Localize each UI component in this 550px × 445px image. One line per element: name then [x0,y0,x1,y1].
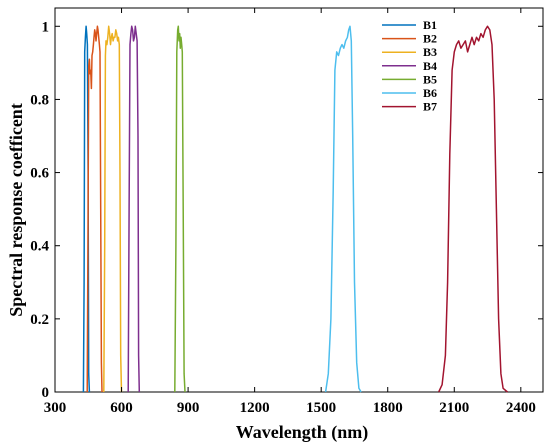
x-tick-label: 2400 [506,400,536,416]
y-tick-label: 0 [42,385,50,401]
plot-frame [54,7,544,393]
legend-label-b6: B6 [423,86,437,100]
series-line-b7 [438,25,508,393]
legend-label-b7: B7 [423,100,437,114]
x-tick-label: 600 [110,400,133,416]
x-axis-ticks: 300 600 900 1200 1500 1800 2100 2400 [44,8,536,416]
legend-label-b2: B2 [423,32,437,46]
y-tick-label: 0.4 [30,239,49,255]
x-tick-label: 300 [44,400,67,416]
legend-label-b4: B4 [423,59,437,73]
y-tick-label: 0.6 [30,166,49,182]
x-tick-label: 1200 [240,400,270,416]
y-axis-label: Spectral response coefficent [6,103,26,317]
y-tick-label: 0.2 [30,312,49,328]
y-tick-label: 1 [42,19,50,35]
series-line-b6 [324,25,362,393]
legend-label-b3: B3 [423,45,437,59]
plot-area [54,7,544,393]
series-line-b4 [127,25,141,393]
y-tick-label: 0.8 [30,92,49,108]
legend-label-b1: B1 [423,18,437,32]
x-axis-label: Wavelength (nm) [236,422,369,443]
series-line-b5 [174,25,186,393]
x-tick-label: 2100 [439,400,469,416]
series-line-b2 [86,25,103,393]
legend-label-b5: B5 [423,72,437,86]
series-line-b3 [103,25,123,393]
x-tick-label: 1800 [373,400,403,416]
x-tick-label: 900 [177,400,200,416]
y-axis-ticks: 0 0.2 0.4 0.6 0.8 1 [30,19,543,401]
x-tick-label: 1500 [306,400,336,416]
